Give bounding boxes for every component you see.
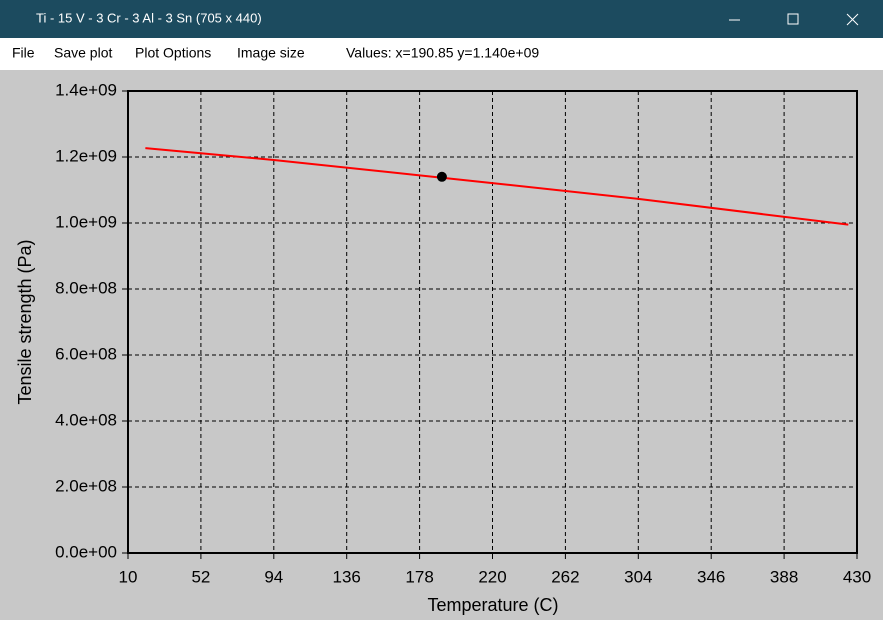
x-tick-label: 346 — [697, 567, 725, 586]
plot-panel — [0, 70, 883, 620]
y-tick-label: 0.0e+00 — [55, 542, 117, 561]
y-tick-label: 6.0e+08 — [55, 344, 117, 363]
y-tick-label: 4.0e+08 — [55, 410, 117, 429]
title-bar — [0, 0, 883, 38]
y-tick-label: 1.4e+09 — [55, 80, 117, 99]
close-button[interactable] — [846, 13, 859, 26]
menu-item[interactable]: Plot Options — [135, 45, 211, 61]
x-tick-label: 52 — [191, 567, 210, 586]
x-tick-label: 136 — [333, 567, 361, 586]
window-title: Ti - 15 V - 3 Cr - 3 Al - 3 Sn (705 x 44… — [36, 10, 262, 25]
x-tick-label: 220 — [478, 567, 506, 586]
x-tick-label: 430 — [843, 567, 871, 586]
x-tick-label: 178 — [405, 567, 433, 586]
x-tick-label: 388 — [770, 567, 798, 586]
x-tick-label: 262 — [551, 567, 579, 586]
menu-item[interactable]: File — [12, 45, 35, 61]
y-tick-label: 2.0e+08 — [55, 476, 117, 495]
menu-item[interactable]: Image size — [237, 45, 305, 61]
data-line — [145, 147, 849, 226]
selected-point — [436, 171, 447, 182]
menu-item[interactable]: Save plot — [54, 45, 112, 61]
x-tick-label: 304 — [624, 567, 652, 586]
menu-bar — [0, 38, 883, 70]
x-tick-label: 94 — [264, 567, 283, 586]
maximize-button[interactable] — [787, 13, 799, 25]
y-tick-label: 1.0e+09 — [55, 212, 117, 231]
y-tick-label: 8.0e+08 — [55, 278, 117, 297]
x-tick-label: 10 — [119, 567, 138, 586]
status-values: Values: x=190.85 y=1.140e+09 — [346, 45, 539, 61]
x-axis-label: Temperature (C) — [427, 595, 558, 615]
y-axis-label: Tensile strength (Pa) — [15, 239, 35, 404]
plot-frame — [127, 90, 858, 554]
y-tick-label: 1.2e+09 — [55, 146, 117, 165]
